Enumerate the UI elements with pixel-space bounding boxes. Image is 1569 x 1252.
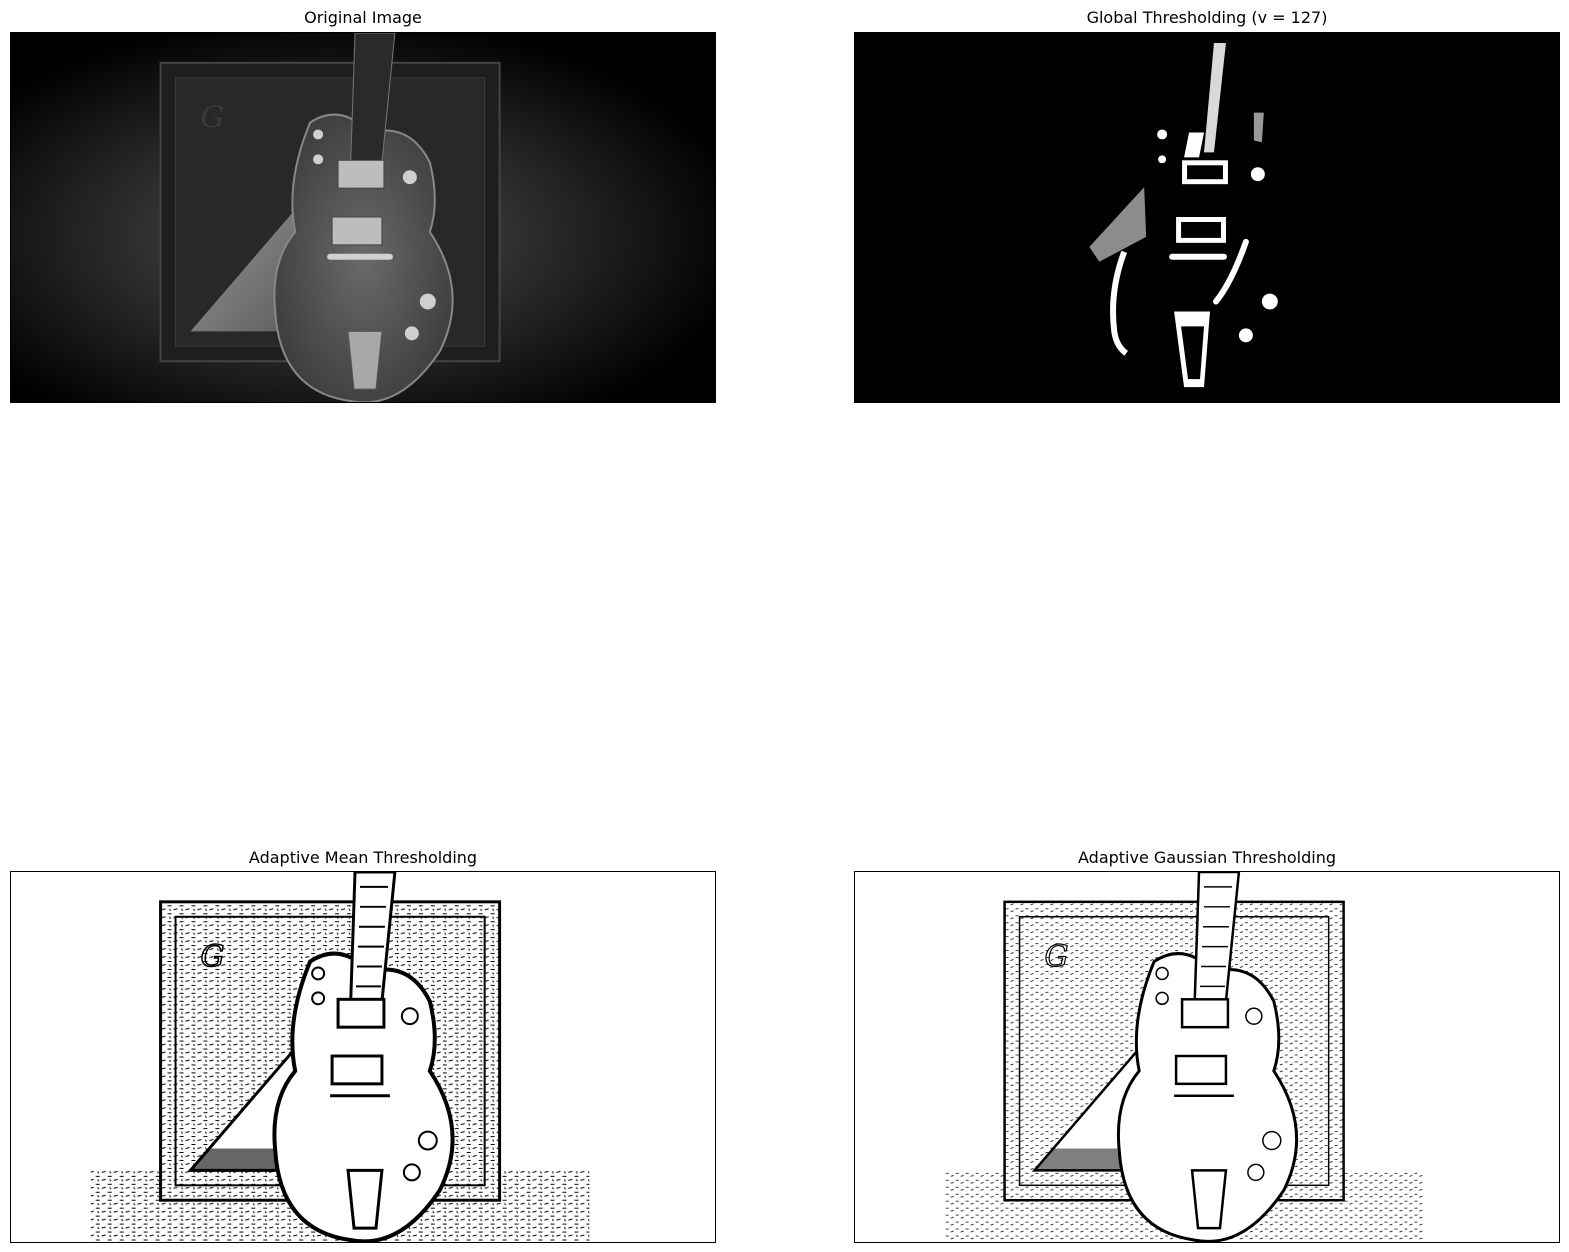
panel-adaptive-mean: Adaptive Mean Thresholding G [10,840,716,1244]
image-adaptive-mean: G [10,871,716,1243]
image-adaptive-gaussian: G [854,871,1560,1243]
image-global-threshold [854,32,1560,403]
guitar-global-threshold [855,33,1559,402]
panel-title-original: Original Image [304,8,422,27]
guitar-adaptive-mean: G [11,872,715,1242]
panel-original: Original Image [10,0,716,404]
panel-adaptive-gaussian: Adaptive Gaussian Thresholding G [854,840,1560,1244]
guitar-photo-grayscale: G [11,33,715,402]
panel-title-adaptive-mean: Adaptive Mean Thresholding [248,848,478,867]
svg-text:G: G [1044,940,1068,975]
panel-title-global: Global Thresholding (v = 127) [1086,8,1328,27]
image-original: G [10,32,716,403]
panel-global: Global Thresholding (v = 127) [854,0,1560,404]
svg-text:G: G [200,940,224,975]
svg-text:G: G [200,101,224,136]
guitar-adaptive-gaussian: G [855,872,1559,1242]
panel-title-adaptive-gaussian: Adaptive Gaussian Thresholding [1078,848,1336,867]
